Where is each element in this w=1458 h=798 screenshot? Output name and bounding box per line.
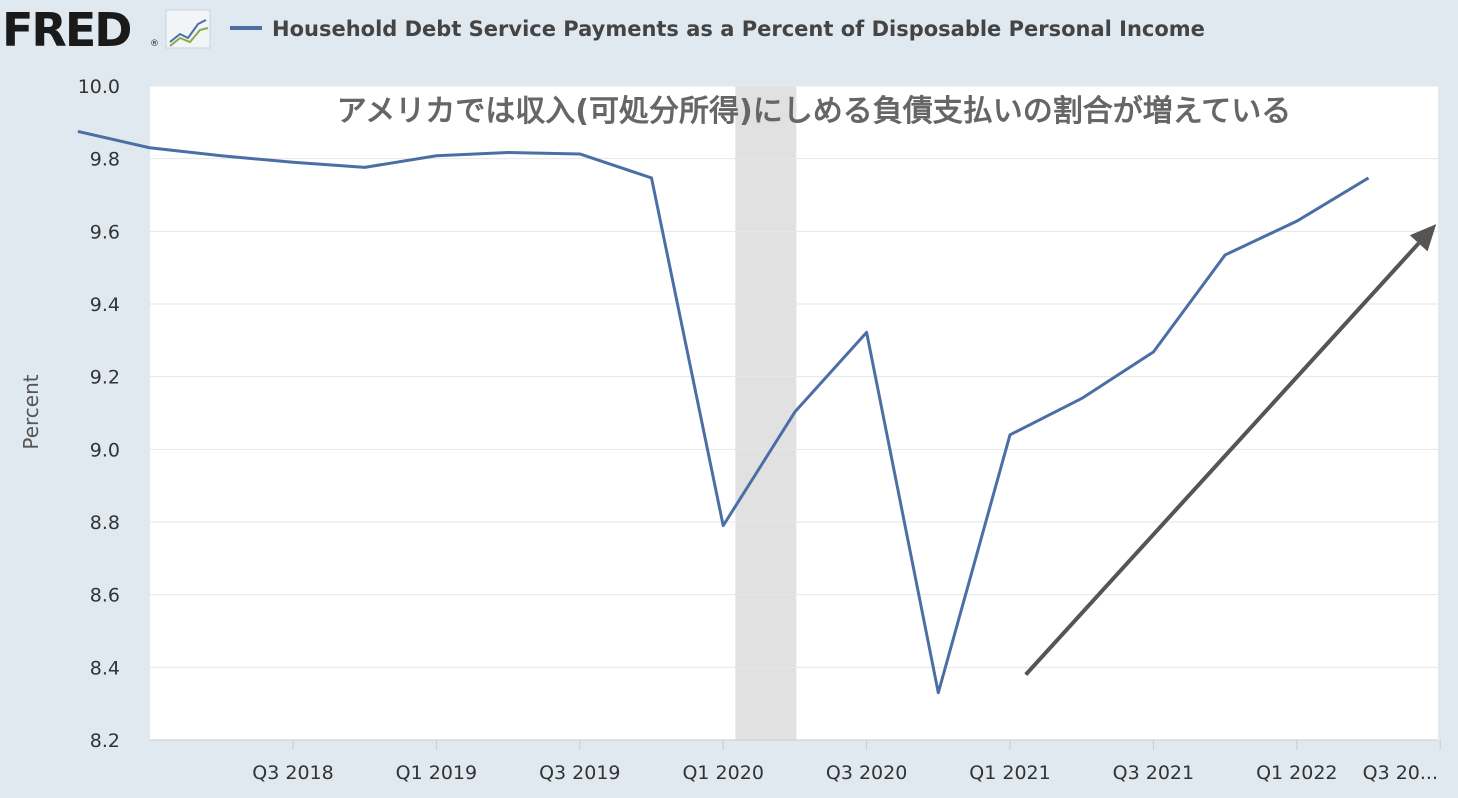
x-tick-label: Q3 2018 — [252, 762, 333, 784]
x-tick-label: Q3 2021 — [1113, 762, 1194, 784]
recession-band — [735, 86, 797, 740]
x-tick-label: Q1 2022 — [1256, 762, 1337, 784]
chart-title: Household Debt Service Payments as a Per… — [272, 17, 1205, 41]
x-tick-label: Q3 2019 — [539, 762, 620, 784]
y-tick-label: 9.0 — [90, 439, 120, 461]
header: FRED ® Household Debt Service Payments a… — [2, 3, 1205, 57]
y-tick-label: 8.6 — [90, 585, 120, 607]
y-axis-label: Percent — [19, 374, 43, 449]
annotation-arrow — [1024, 224, 1437, 676]
x-tick-label: Q1 2020 — [682, 762, 763, 784]
y-tick-label: 9.4 — [90, 294, 120, 316]
arrow-shaft — [1024, 241, 1421, 676]
fred-chart-icon — [165, 9, 211, 49]
y-tick-label: 8.4 — [90, 657, 120, 679]
gridlines — [150, 85, 1438, 741]
x-tick-labels: Q3 2018 Q1 2019 Q3 2019 Q1 2020 Q3 2020 Q1 20… — [252, 740, 1441, 784]
series-lines — [77, 129, 1370, 695]
arrow-head — [1409, 224, 1437, 252]
annotation-text: アメリカでは収入(可処分所得)にしめる負債支払いの割合が増えている — [337, 94, 1291, 129]
y-tick-label: 9.2 — [90, 367, 120, 389]
y-tick-label: 8.2 — [90, 730, 120, 752]
fred-logo-mark: ® — [150, 39, 159, 49]
fred-logo[interactable]: FRED — [2, 3, 132, 57]
x-tick-label: Q3 20... — [1363, 762, 1438, 784]
series-line — [77, 129, 1370, 695]
y-tick-labels: 8.2 8.4 8.6 8.8 9.0 9.2 9.4 9.6 9.8 10.0 — [78, 76, 120, 752]
recession-shading — [735, 86, 797, 740]
y-tick-label: 8.8 — [90, 512, 120, 534]
y-tick-label: 9.6 — [90, 221, 120, 243]
x-tick-label: Q3 2020 — [826, 762, 907, 784]
y-tick-label: 10.0 — [78, 76, 120, 98]
y-tick-label: 9.8 — [90, 149, 120, 171]
x-tick-label: Q1 2019 — [396, 762, 477, 784]
x-tick-label: Q1 2021 — [969, 762, 1050, 784]
